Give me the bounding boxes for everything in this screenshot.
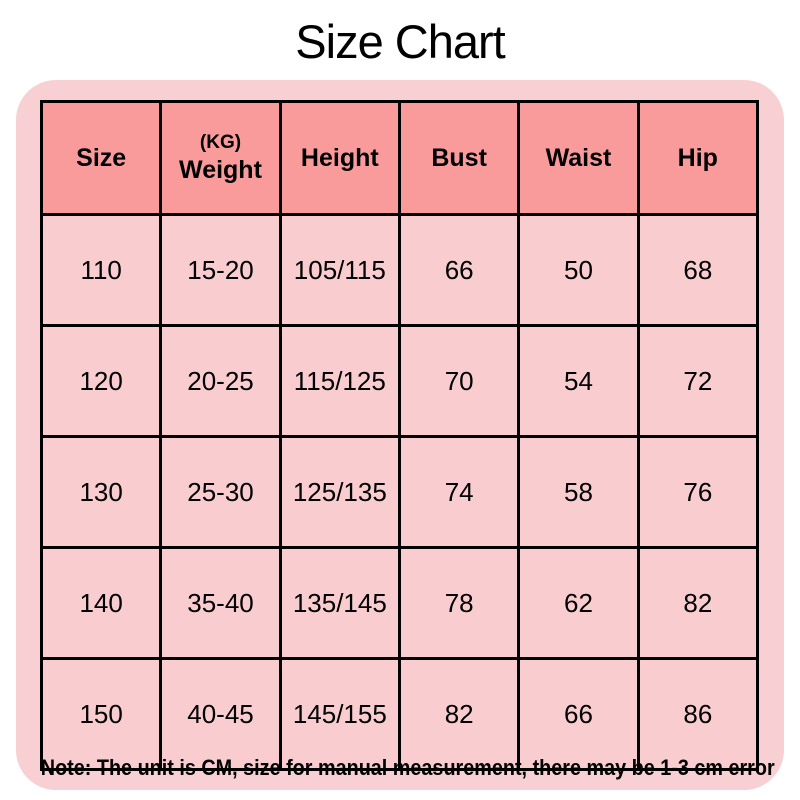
cell-hip: 76 xyxy=(636,435,760,549)
column-header-label: Hip xyxy=(677,144,718,172)
page-title: Size Chart xyxy=(295,15,505,68)
cell-height: 135/145 xyxy=(278,546,401,660)
cell-size: 140 xyxy=(39,546,163,660)
cell-weight: 40-45 xyxy=(159,657,282,771)
cell-weight: 20-25 xyxy=(159,324,282,438)
column-header-size: Size xyxy=(39,100,163,216)
table-row-size-110: 110 15-20 105/115 66 50 68 xyxy=(39,213,760,327)
cell-height: 145/155 xyxy=(278,657,401,771)
cell-waist: 54 xyxy=(517,324,640,438)
column-header-label: Waist xyxy=(545,144,612,172)
cell-size: 150 xyxy=(39,657,163,771)
cell-bust: 66 xyxy=(397,213,521,327)
cell-size: 130 xyxy=(39,435,163,549)
cell-weight: 35-40 xyxy=(159,546,282,660)
cell-height: 125/135 xyxy=(278,435,401,549)
cell-waist: 58 xyxy=(517,435,640,549)
measurement-note: Note: The unit is CM, size for manual me… xyxy=(0,754,800,782)
cell-bust: 70 xyxy=(397,324,521,438)
cell-waist: 66 xyxy=(517,657,640,771)
cell-waist: 50 xyxy=(517,213,640,327)
column-header-label: Size xyxy=(76,144,127,172)
table-header-row: Size (KG) Weight Height Bust Waist Hip xyxy=(39,100,760,216)
column-header-waist: Waist xyxy=(517,100,640,216)
table-row-size-150: 150 40-45 145/155 82 66 86 xyxy=(39,657,760,771)
column-header-hip: Hip xyxy=(636,100,760,216)
cell-bust: 78 xyxy=(397,546,521,660)
cell-hip: 86 xyxy=(636,657,760,771)
table-row-size-130: 130 25-30 125/135 74 58 76 xyxy=(39,435,760,549)
cell-weight: 25-30 xyxy=(159,435,282,549)
cell-hip: 72 xyxy=(636,324,760,438)
cell-hip: 68 xyxy=(636,213,760,327)
column-header-weight: (KG) Weight xyxy=(159,100,282,216)
cell-hip: 82 xyxy=(636,546,760,660)
cell-size: 120 xyxy=(39,324,163,438)
measurement-note-text: Note: The unit is CM, size for manual me… xyxy=(40,755,775,780)
column-header-label: Bust xyxy=(431,144,487,172)
table-row-size-140: 140 35-40 135/145 78 62 82 xyxy=(39,546,760,660)
column-header-height: Height xyxy=(278,100,401,216)
size-chart-table: Size (KG) Weight Height Bust Waist Hip xyxy=(39,100,760,771)
cell-waist: 62 xyxy=(517,546,640,660)
cell-height: 115/125 xyxy=(278,324,401,438)
column-header-label: Height xyxy=(300,144,379,172)
cell-size: 110 xyxy=(39,213,163,327)
cell-bust: 74 xyxy=(397,435,521,549)
table-row-size-120: 120 20-25 115/125 70 54 72 xyxy=(39,324,760,438)
cell-bust: 82 xyxy=(397,657,521,771)
column-header-bust: Bust xyxy=(397,100,521,216)
column-header-unit-label: (KG) xyxy=(199,132,242,153)
cell-weight: 15-20 xyxy=(159,213,282,327)
column-header-label: Weight xyxy=(179,156,262,184)
cell-height: 105/115 xyxy=(278,213,401,327)
